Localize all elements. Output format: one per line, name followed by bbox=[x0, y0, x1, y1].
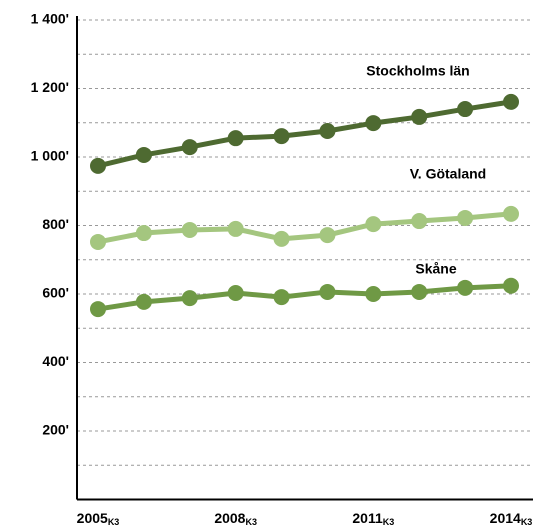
data-point bbox=[503, 277, 519, 294]
series-label: V. Götaland bbox=[410, 166, 487, 182]
data-point bbox=[411, 108, 428, 125]
data-point bbox=[181, 221, 198, 238]
y-tick-label: 600' bbox=[42, 285, 69, 301]
data-point bbox=[227, 220, 244, 237]
y-tick-label: 200' bbox=[42, 422, 69, 438]
data-point bbox=[319, 283, 336, 300]
data-point bbox=[90, 233, 106, 250]
x-tick-label: 2014K3 bbox=[490, 510, 533, 528]
series-line bbox=[97, 99, 512, 169]
y-tick-label: 800' bbox=[42, 216, 69, 232]
x-tick-suffix: K3 bbox=[521, 517, 533, 527]
data-point bbox=[365, 216, 382, 233]
y-tick-label: 1 400' bbox=[31, 11, 69, 27]
data-point bbox=[457, 101, 474, 118]
x-tick-suffix: K3 bbox=[108, 517, 120, 527]
data-point bbox=[411, 213, 428, 230]
series-label: Stockholms län bbox=[366, 63, 469, 79]
data-point bbox=[503, 205, 519, 222]
data-point bbox=[273, 289, 290, 306]
data-point bbox=[365, 286, 382, 302]
data-point bbox=[227, 130, 244, 147]
data-point bbox=[319, 122, 336, 139]
data-point bbox=[135, 146, 152, 163]
data-point bbox=[503, 93, 519, 110]
y-tick-label: 1 000' bbox=[31, 148, 69, 164]
data-point bbox=[90, 157, 106, 174]
y-tick-label: 400' bbox=[42, 353, 69, 369]
data-point bbox=[181, 290, 198, 307]
data-point bbox=[273, 128, 290, 145]
x-tick-suffix: K3 bbox=[245, 517, 257, 527]
data-point bbox=[135, 225, 152, 242]
data-point bbox=[181, 139, 198, 156]
x-tick-year: 2014 bbox=[490, 510, 521, 526]
data-point bbox=[365, 115, 382, 132]
series-label: Skåne bbox=[415, 261, 456, 277]
x-tick-suffix: K3 bbox=[383, 517, 395, 527]
data-point bbox=[90, 301, 106, 318]
data-point bbox=[411, 283, 428, 300]
x-tick-year: 2011 bbox=[352, 510, 383, 526]
x-tick-year: 2005 bbox=[77, 510, 108, 526]
x-tick-label: 2011K3 bbox=[352, 510, 394, 528]
data-point bbox=[319, 227, 336, 244]
data-point bbox=[457, 209, 474, 226]
data-point bbox=[457, 279, 474, 296]
data-point bbox=[273, 230, 290, 247]
x-tick-label: 2005K3 bbox=[77, 510, 120, 528]
series-line bbox=[97, 211, 512, 245]
data-point bbox=[135, 293, 152, 310]
data-point bbox=[227, 284, 244, 301]
x-tick-year: 2008 bbox=[214, 510, 245, 526]
series-line bbox=[97, 283, 512, 312]
y-tick-label: 1 200' bbox=[31, 79, 69, 95]
x-tick-label: 2008K3 bbox=[214, 510, 257, 528]
